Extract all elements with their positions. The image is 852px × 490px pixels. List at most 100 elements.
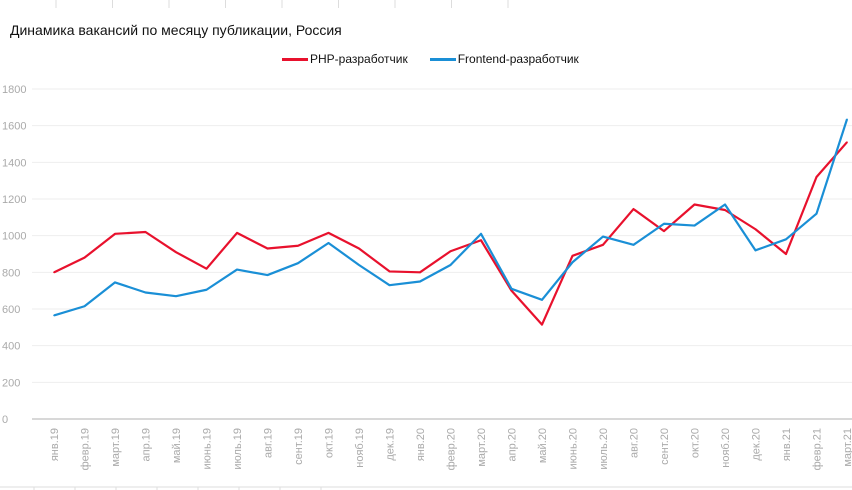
data-point [663, 222, 665, 225]
x-tick-label: июль.19 [232, 428, 244, 470]
data-point [388, 270, 391, 273]
data-point [846, 118, 848, 121]
data-point [541, 299, 543, 301]
x-tick-label: февр.19 [80, 428, 92, 470]
x-tick-label: авг.19 [263, 428, 275, 458]
data-point [419, 271, 421, 274]
y-tick-label: 1400 [2, 157, 26, 169]
data-point [144, 291, 147, 294]
x-tick-label: нояб.20 [720, 428, 732, 468]
data-point [53, 314, 55, 317]
data-point [571, 261, 574, 264]
data-point [632, 244, 635, 246]
data-point [53, 271, 55, 274]
data-point [693, 224, 696, 227]
x-tick-label: июль.20 [598, 428, 610, 470]
data-point [693, 203, 696, 206]
data-point [602, 244, 604, 246]
data-point [724, 209, 726, 211]
data-point [815, 176, 818, 178]
data-point [175, 251, 177, 253]
x-tick-label: март.21 [842, 428, 852, 467]
data-point [449, 264, 452, 266]
x-tick-label: окт.19 [324, 428, 336, 458]
data-point [175, 295, 177, 297]
x-tick-label: окт.20 [690, 428, 702, 458]
y-tick-label: 400 [2, 341, 20, 353]
x-tick-label: февр.21 [812, 428, 824, 470]
data-point [144, 231, 147, 233]
data-point [205, 288, 208, 291]
data-point [266, 247, 269, 250]
data-point [480, 239, 482, 242]
data-point [114, 281, 116, 284]
x-tick-label: янв.21 [781, 428, 793, 461]
data-point [83, 305, 86, 308]
chart-title: Динамика вакансий по месяцу публикации, … [10, 22, 342, 38]
y-tick-label: 600 [2, 304, 20, 316]
data-point [754, 249, 757, 252]
data-point [358, 247, 360, 250]
x-tick-label: июнь.19 [202, 428, 214, 470]
x-tick-label: авг.20 [629, 428, 641, 458]
data-point [205, 267, 208, 270]
series-line-php [53, 141, 848, 326]
data-point [358, 264, 360, 266]
data-point [663, 230, 665, 232]
x-tick-label: дек.20 [751, 428, 763, 461]
data-point [327, 232, 330, 234]
data-point [541, 323, 543, 326]
y-tick-label: 0 [2, 414, 8, 426]
y-tick-label: 1200 [2, 194, 26, 206]
data-point [480, 233, 482, 235]
data-point [114, 233, 116, 235]
legend-label-frontend: Frontend-разработчик [457, 52, 579, 66]
data-point [236, 232, 238, 234]
y-tick-label: 1000 [2, 231, 26, 243]
data-point [236, 268, 238, 271]
data-point [327, 242, 330, 244]
data-point [632, 208, 635, 210]
data-point [754, 228, 757, 231]
x-tick-label: февр.20 [446, 428, 458, 470]
data-point [510, 288, 513, 290]
x-tick-label: март.19 [110, 428, 122, 467]
x-tick-label: нояб.19 [354, 428, 366, 468]
series-line-frontend [53, 118, 849, 317]
data-point [419, 280, 421, 283]
x-tick-label: март.20 [476, 428, 488, 467]
x-tick-label: сент.20 [659, 428, 671, 465]
y-tick-label: 1600 [2, 121, 26, 133]
legend-item-frontend: Frontend-разработчик [429, 52, 579, 66]
data-point [571, 255, 574, 257]
legend-item-php: PHP-разработчик [282, 52, 408, 66]
x-tick-label: апр.20 [507, 428, 519, 461]
x-tick-label: апр.19 [141, 428, 153, 461]
data-point [846, 141, 848, 143]
x-tick-label: май.19 [171, 428, 183, 463]
data-point [266, 274, 269, 276]
legend-swatch-php [282, 57, 308, 61]
data-point [297, 262, 299, 264]
y-tick-label: 800 [2, 267, 20, 279]
data-point [297, 244, 299, 247]
x-tick-label: май.20 [537, 428, 549, 463]
data-point [724, 203, 726, 206]
legend-label-php: PHP-разработчик [310, 52, 408, 66]
x-tick-label: сент.19 [293, 428, 305, 465]
x-tick-label: янв.19 [49, 428, 61, 461]
x-tick-label: янв.20 [415, 428, 427, 461]
data-point [510, 289, 513, 292]
y-tick-label: 1800 [2, 84, 26, 96]
data-point [83, 256, 86, 259]
data-point [785, 238, 787, 241]
data-point [388, 284, 391, 286]
legend: PHP-разработчик Frontend-разработчик [282, 52, 579, 66]
data-point [785, 253, 787, 255]
y-tick-label: 200 [2, 377, 20, 389]
data-point [815, 212, 818, 215]
legend-swatch-frontend [429, 57, 456, 61]
x-tick-label: дек.19 [385, 428, 397, 461]
